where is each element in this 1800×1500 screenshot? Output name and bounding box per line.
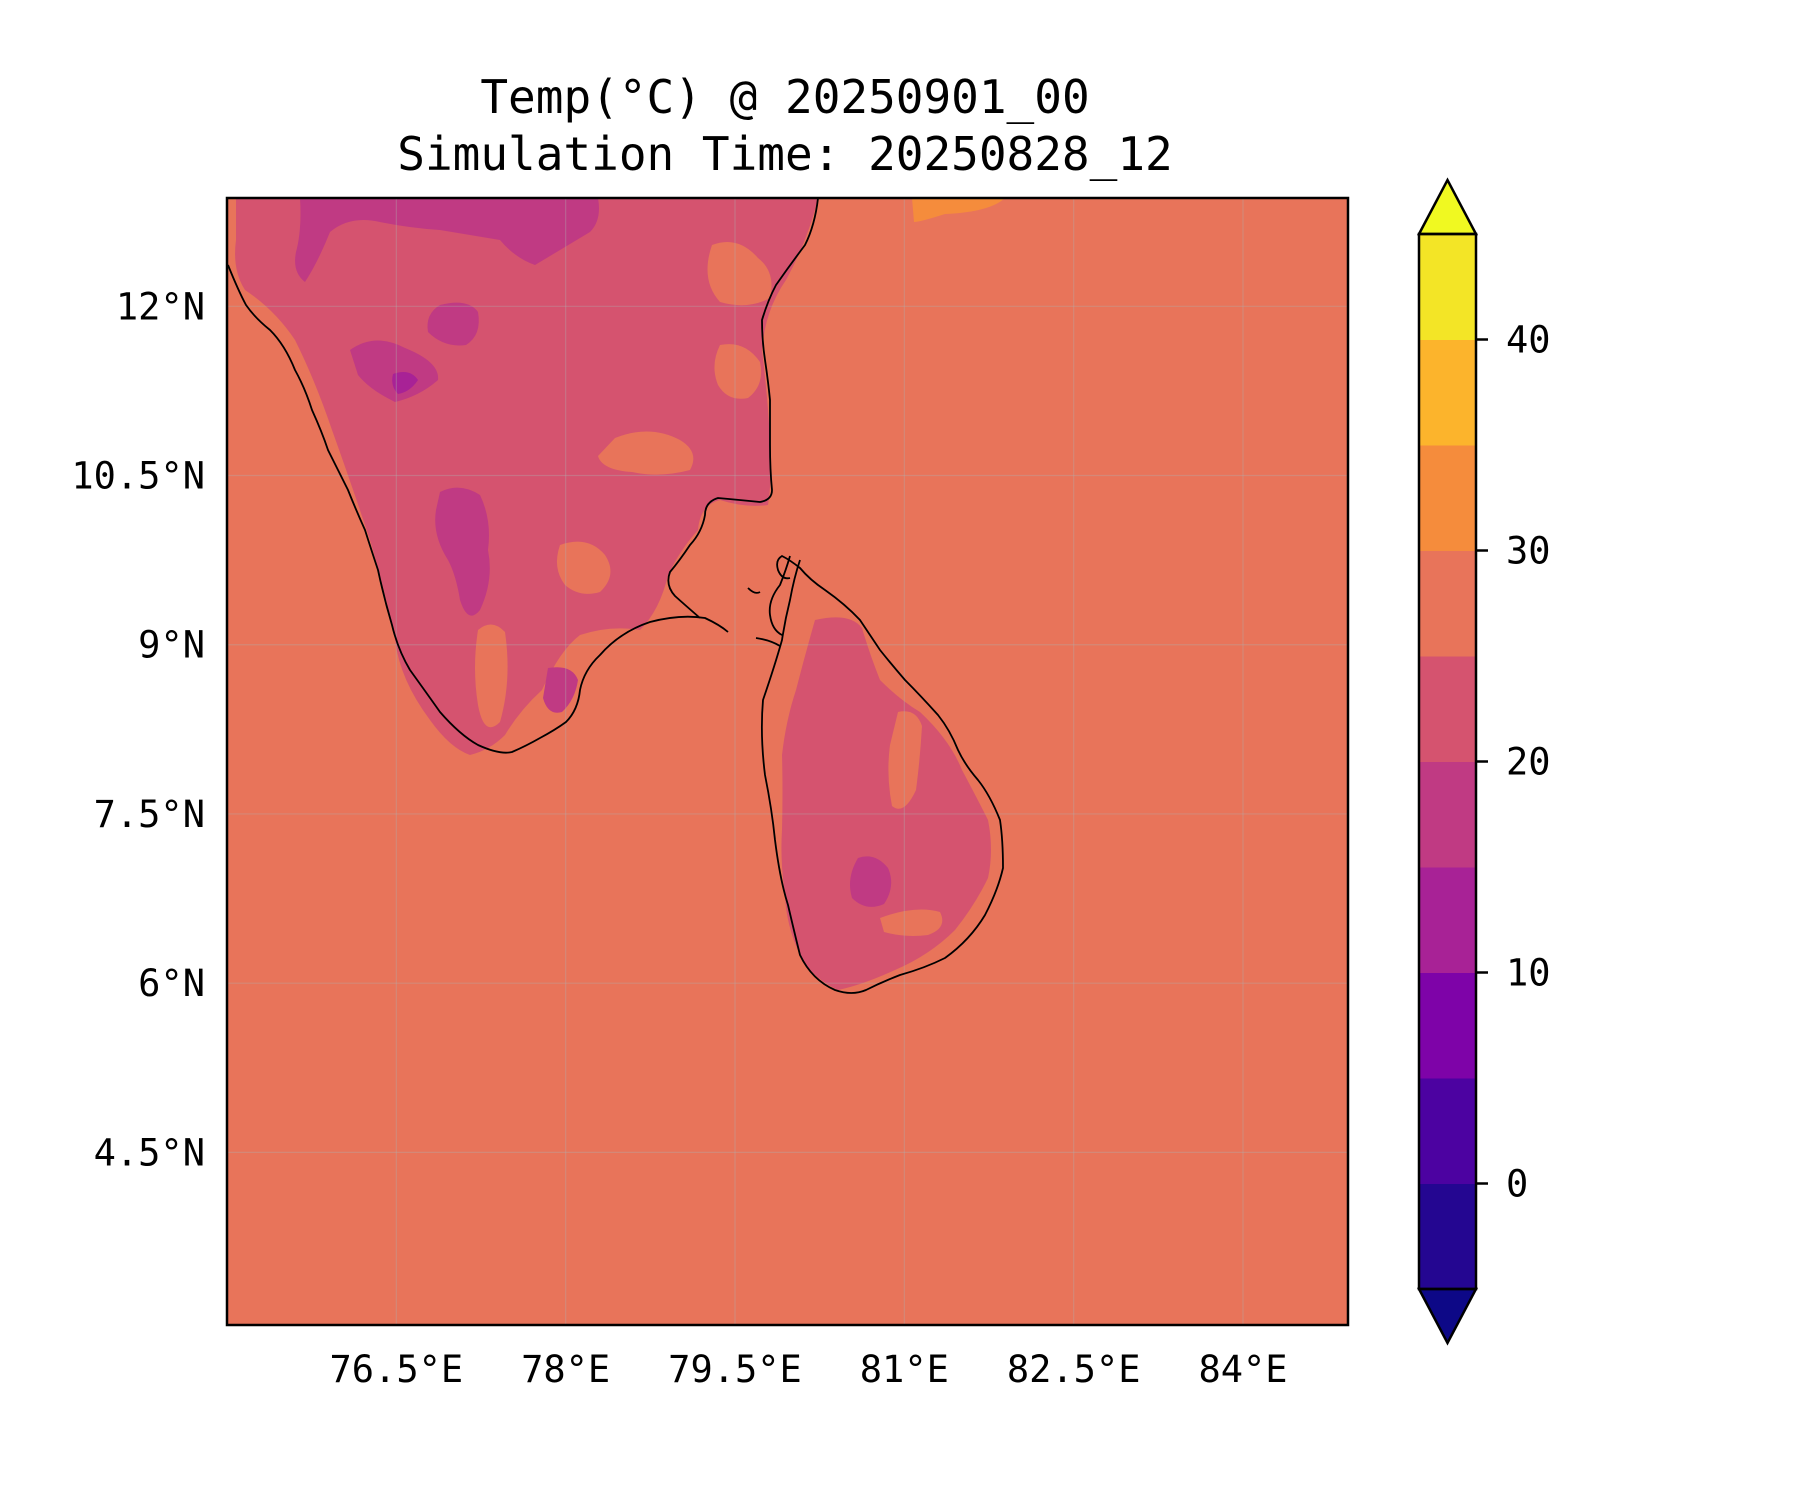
- x-tick-label: 76.5°E: [330, 1348, 464, 1391]
- y-tick-label: 7.5°N: [94, 793, 205, 836]
- colorbar-ticks: 0 10 20 30 40: [1476, 319, 1551, 1206]
- temperature-patch-cool-3: [350, 340, 439, 402]
- colorbar-segment: [1419, 234, 1476, 340]
- x-tick-label: 84°E: [1198, 1348, 1287, 1391]
- x-tick-label: 81°E: [860, 1348, 949, 1391]
- temperature-field-india-land: [235, 198, 818, 755]
- coastline-srilanka: [747, 554, 1004, 994]
- temperature-patch-india-warm-5: [475, 624, 508, 728]
- temperature-patch-cool-5: [543, 667, 578, 713]
- temperature-patch-srilanka-warm-1: [888, 711, 922, 809]
- x-tick-label: 79.5°E: [668, 1348, 802, 1391]
- colorbar-segment: [1419, 761, 1476, 868]
- colorbar: 0 10 20 30 40: [1416, 177, 1551, 1346]
- temperature-patch-india-warm-3: [714, 344, 762, 399]
- temperature-patch-cool-4: [435, 487, 490, 616]
- x-tick-label: 78°E: [521, 1348, 610, 1391]
- y-tick-label: 12°N: [116, 285, 205, 328]
- colorbar-segment: [1419, 972, 1476, 1079]
- coastline-india: [227, 198, 819, 754]
- title-line-2: Simulation Time: 20250828_12: [397, 127, 1172, 181]
- temperature-patch-cold-1: [392, 372, 418, 394]
- temperature-patch-india-warm-4: [556, 541, 611, 594]
- colorbar-segment: [1419, 550, 1476, 657]
- map-gridlines: [227, 198, 1348, 1325]
- colorbar-segment: [1419, 339, 1476, 446]
- temperature-patch-srilanka-warm-2: [880, 909, 943, 936]
- colorbar-segment: [1419, 867, 1476, 973]
- temperature-patch-india-warm-1: [707, 241, 772, 306]
- colorbar-tick-label: 10: [1506, 952, 1551, 995]
- colorbar-segment: [1419, 1078, 1476, 1184]
- colorbar-tick-label: 0: [1506, 1163, 1528, 1206]
- colorbar-segments: [1419, 234, 1476, 1290]
- temperature-patch-cool-1: [295, 198, 599, 282]
- x-axis-ticks: 76.5°E 78°E 79.5°E 81°E 82.5°E 84°E: [330, 1348, 1288, 1391]
- colorbar-tick-label: 20: [1506, 741, 1551, 784]
- temperature-field-srilanka-land: [781, 617, 991, 990]
- temperature-patch-india-warm-2: [598, 431, 694, 475]
- map-frame: [225, 196, 1350, 1327]
- map-panel: [227, 198, 1348, 1325]
- temperature-patch-warm: [912, 198, 1005, 222]
- y-tick-label: 10.5°N: [71, 455, 205, 498]
- temperature-patch-cool-2: [427, 302, 479, 346]
- title-line-1: Temp(°C) @ 20250901_00: [480, 70, 1089, 124]
- y-tick-label: 4.5°N: [94, 1131, 205, 1174]
- coastlines: [227, 198, 1004, 994]
- y-axis-ticks: 12°N 10.5°N 9°N 7.5°N 6°N 4.5°N: [71, 285, 205, 1174]
- colorbar-extend-under: [1416, 1287, 1479, 1346]
- colorbar-segment: [1419, 1183, 1476, 1290]
- colorbar-segment: [1419, 656, 1476, 762]
- colorbar-tick-label: 40: [1506, 319, 1551, 362]
- x-tick-label: 82.5°E: [1007, 1348, 1141, 1391]
- y-tick-label: 9°N: [138, 624, 205, 667]
- colorbar-tick-label: 30: [1506, 530, 1551, 573]
- colorbar-extend-over: [1416, 177, 1479, 236]
- colorbar-segment: [1419, 445, 1476, 551]
- temperature-patch-srilanka-cool: [850, 856, 892, 907]
- y-tick-label: 6°N: [138, 962, 205, 1005]
